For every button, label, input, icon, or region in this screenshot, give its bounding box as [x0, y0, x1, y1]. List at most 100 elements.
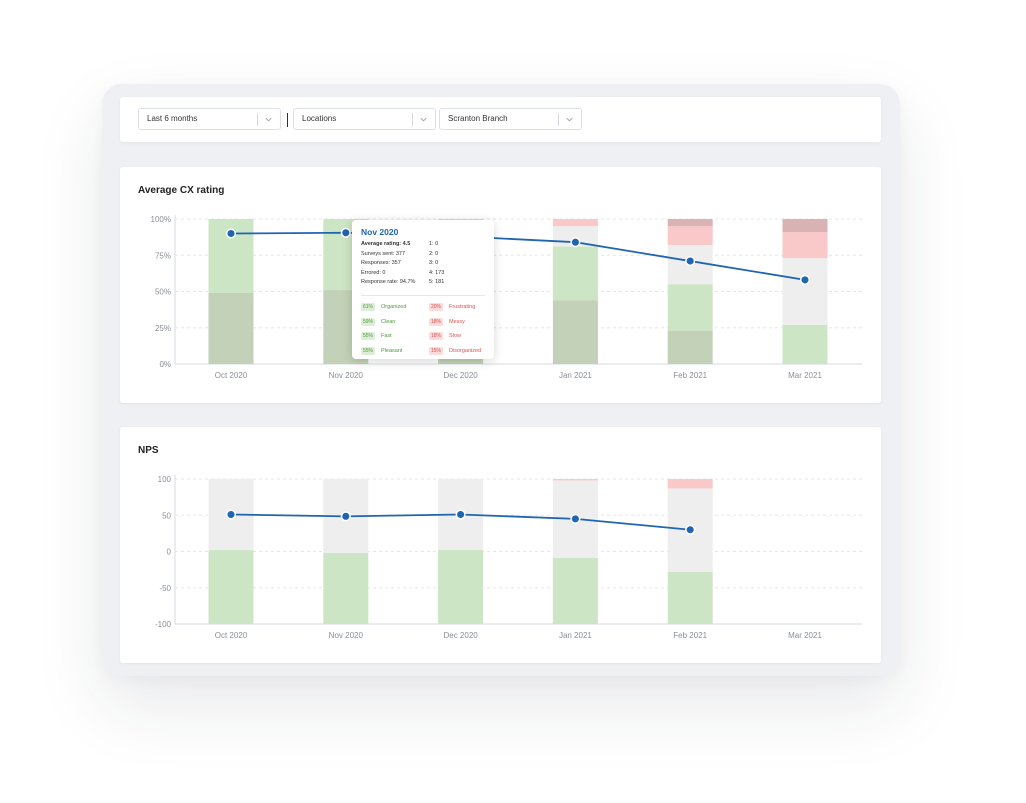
chevron-down-icon	[566, 117, 573, 122]
tooltip-surveys-sent: Surveys sent: 377	[361, 250, 406, 257]
locations-value: Locations	[302, 114, 337, 123]
tooltip-positive-list: 61% Organized 59% Clean 55% Fast 55% Pleasan…	[361, 300, 406, 358]
y-tick-label: 100%	[151, 215, 171, 224]
tooltip-title: Nov 2020	[361, 227, 399, 237]
tooltip-errored: Errored: 0	[361, 269, 386, 276]
tooltip-dist-5: 5: 181	[429, 279, 445, 286]
bar-segment	[782, 258, 828, 325]
y-tick-label: 0%	[159, 360, 171, 369]
tooltip-dist-2: 2: 0	[429, 250, 439, 257]
cx-rating-card: Average CX rating 100% 75% 50% 25% 0% Oct 202…	[120, 167, 881, 403]
tooltip-negative-list: 20% Frustrating 18% Messy 18% Slow 15% Disor…	[429, 300, 481, 358]
bar-segment	[552, 246, 598, 301]
tooltip-average-rating: Average rating: 4.5	[361, 241, 411, 247]
x-tick-label: Dec 2020	[443, 631, 478, 640]
y-tick-label: 25%	[155, 324, 171, 333]
tooltip-distribution: 1: 0 2: 0 3: 0 4: 173 5: 181	[429, 240, 444, 288]
y-tick-label: 75%	[155, 251, 171, 260]
bar-segment	[782, 324, 828, 364]
x-tick-label: Dec 2020	[443, 371, 478, 380]
tooltip-dist-1: 1: 0	[429, 241, 439, 247]
bar-segment	[208, 550, 254, 624]
line-point	[225, 228, 237, 239]
x-tick-label: Mar 2021	[788, 371, 822, 380]
bar-segment	[552, 300, 598, 364]
line-point	[799, 274, 811, 285]
tooltip-responses: Responses: 357	[361, 260, 401, 267]
x-tick-label: Feb 2021	[673, 371, 707, 380]
bar-segment	[667, 571, 713, 624]
cx-rating-title: Average CX rating	[138, 185, 225, 196]
line-point	[225, 509, 237, 520]
tooltip-dist-4: 4: 173	[429, 269, 445, 276]
line-point	[570, 237, 581, 248]
tooltip-response-rate: Response rate: 94.7%	[361, 279, 416, 286]
line-point	[340, 511, 351, 522]
positive-label: Pleasant	[381, 347, 403, 354]
line-point	[685, 256, 696, 267]
negative-label: Messy	[449, 318, 465, 325]
line-point	[570, 513, 581, 524]
negative-label: Slow	[449, 333, 461, 340]
tooltip-negative-item: 20% Frustrating	[429, 300, 481, 315]
bar-segment	[667, 330, 713, 364]
negative-pct-badge: 15%	[429, 346, 443, 355]
bar-segment	[323, 552, 369, 624]
x-tick-label: Oct 2020	[215, 631, 248, 640]
dashboard-panel: Last 6 months Locations Scranton Branch …	[102, 84, 900, 676]
nps-chart[interactable]: 100 50 0 -50 -100 Oct 2020 Nov 2020 Dec 2020 Jan…	[120, 427, 881, 663]
filter-bar: Last 6 months Locations Scranton Branch	[120, 97, 881, 142]
chart-tooltip: Nov 2020 Average rating: 4.5 Surveys sen…	[352, 220, 494, 359]
bar-segment	[552, 479, 598, 481]
positive-label: Clean	[381, 318, 396, 325]
negative-label: Frustrating	[449, 304, 476, 311]
positive-label: Fast	[381, 333, 392, 340]
positive-pct-badge: 59%	[361, 317, 375, 326]
tooltip-positive-item: 55% Fast	[361, 329, 406, 344]
x-tick-label: Nov 2020	[329, 371, 364, 380]
y-tick-label: 50%	[155, 288, 171, 297]
nps-title: NPS	[138, 445, 159, 456]
tooltip-negative-item: 18% Messy	[429, 315, 481, 330]
x-tick-label: Jan 2021	[559, 631, 592, 640]
nps-card: NPS 100 50 0 -50 -100 Oct 2020 Nov 2020 Dec 202…	[120, 427, 881, 663]
bar-segment	[667, 226, 713, 246]
y-tick-label: 100	[158, 475, 172, 484]
bar-segment	[782, 232, 828, 259]
date-range-select[interactable]: Last 6 months	[138, 108, 281, 130]
y-tick-label: -50	[159, 584, 171, 593]
tooltip-negative-item: 15% Disorganized	[429, 344, 481, 359]
x-tick-label: Jan 2021	[559, 371, 592, 380]
y-tick-label: -100	[155, 620, 172, 629]
chevron-down-icon	[265, 117, 272, 122]
bar-segment	[782, 219, 828, 233]
tooltip-positive-item: 61% Organized	[361, 300, 406, 315]
tooltip-divider	[361, 295, 485, 296]
tooltip-stats: Average rating: 4.5 Surveys sent: 377 Re…	[361, 240, 415, 288]
tooltip-dist-3: 3: 0	[429, 260, 439, 267]
tooltip-positive-item: 55% Pleasant	[361, 344, 406, 359]
positive-pct-badge: 55%	[361, 346, 375, 355]
branch-select[interactable]: Scranton Branch	[439, 108, 582, 130]
positive-pct-badge: 55%	[361, 332, 375, 341]
negative-pct-badge: 18%	[429, 317, 443, 326]
line-series	[230, 231, 806, 281]
line-point	[455, 509, 466, 520]
positive-pct-badge: 61%	[361, 303, 375, 312]
line-point	[340, 227, 351, 238]
cx-rating-chart[interactable]: 100% 75% 50% 25% 0% Oct 2020 Nov 2020 Dec 2020 J…	[120, 167, 881, 403]
chevron-down-icon	[420, 117, 427, 122]
x-tick-label: Feb 2021	[673, 631, 707, 640]
x-tick-label: Nov 2020	[329, 631, 364, 640]
positive-label: Organized	[381, 304, 407, 311]
tooltip-negative-item: 18% Slow	[429, 329, 481, 344]
locations-select[interactable]: Locations	[293, 108, 436, 130]
filter-divider	[287, 113, 288, 127]
negative-pct-badge: 18%	[429, 332, 443, 341]
date-range-value: Last 6 months	[147, 114, 198, 123]
bar-segment	[208, 292, 254, 364]
line-point	[685, 524, 696, 535]
bar-segment	[667, 479, 713, 489]
bar-segment	[667, 219, 713, 227]
branch-value: Scranton Branch	[448, 114, 508, 123]
